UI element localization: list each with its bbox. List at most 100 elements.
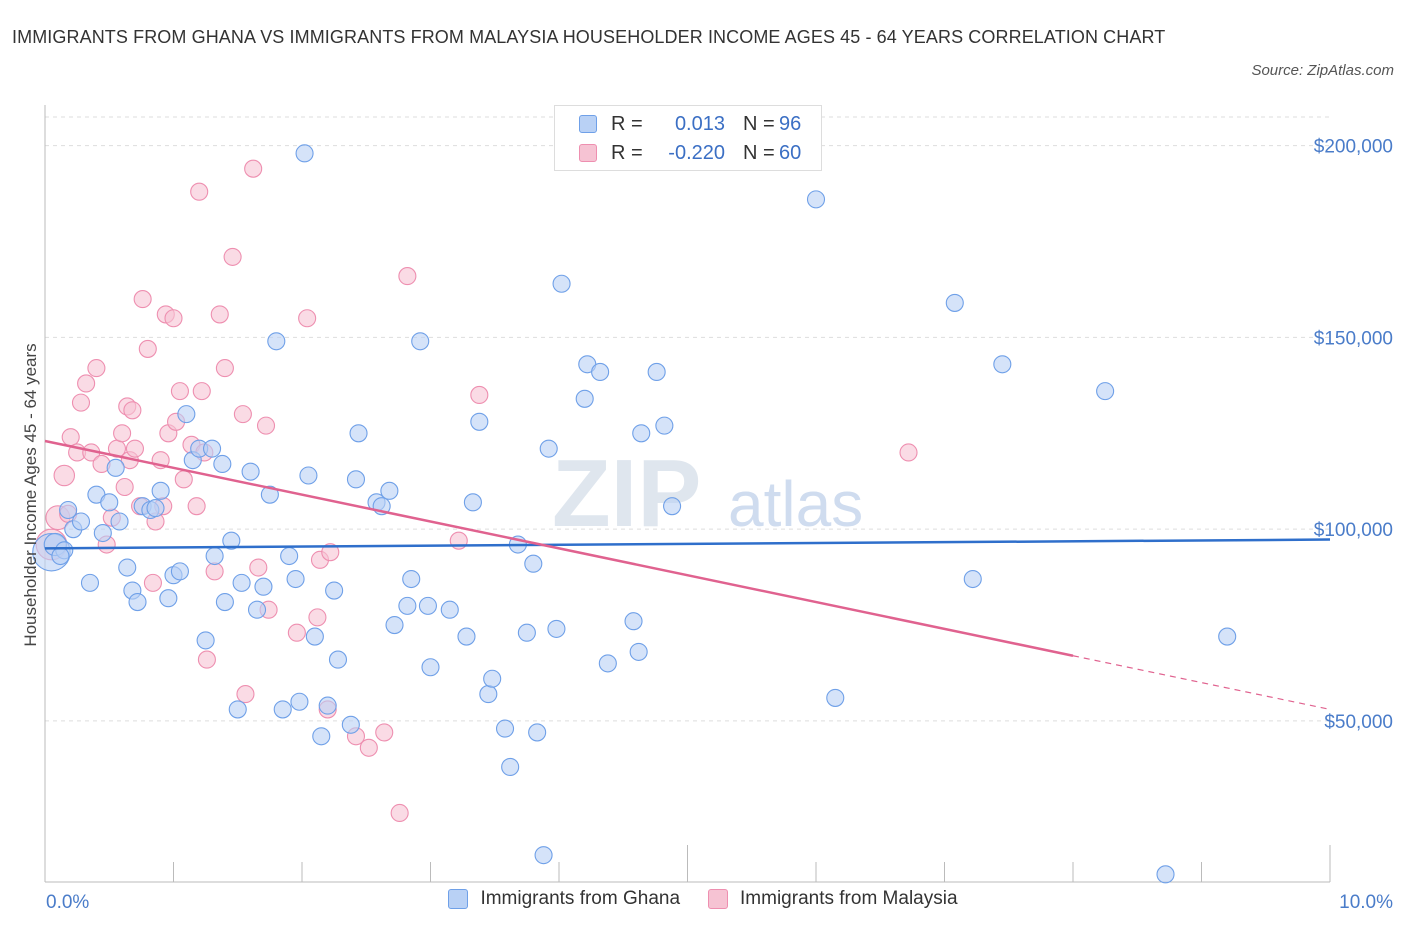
malaysia-point [77, 374, 96, 393]
ghana-point [247, 600, 267, 619]
ghana-point [273, 700, 292, 719]
malaysia-point [190, 182, 209, 201]
malaysia-point [71, 393, 91, 412]
malaysia-point [215, 359, 234, 378]
malaysia-point [174, 470, 193, 489]
malaysia-point [205, 562, 224, 581]
ghana-point [59, 500, 78, 520]
legend-swatch-ghana [448, 889, 469, 909]
malaysia-point [164, 309, 183, 328]
malaysia-point [115, 477, 134, 497]
ghana-point [93, 523, 112, 543]
malaysia-point [244, 159, 263, 178]
ghana-point [470, 412, 489, 431]
ghana-point [318, 696, 337, 715]
legend-swatch-ghana [579, 115, 597, 133]
ghana-point [305, 627, 324, 646]
ghana-point [228, 700, 247, 719]
malaysia-point [390, 803, 409, 823]
ghana-point [280, 546, 299, 566]
y-tick-label: $50,000 [1324, 712, 1393, 733]
x-tick-label: 0.0% [46, 892, 89, 913]
ghana-point [806, 190, 826, 209]
legend-n-value: 96 [779, 112, 802, 135]
ghana-point [1218, 627, 1237, 646]
malaysia-point [113, 424, 132, 443]
ghana-point [222, 531, 241, 550]
ghana-point [159, 589, 178, 608]
ghana-point [963, 569, 982, 589]
ghana-point [524, 554, 543, 573]
malaysia-point [470, 385, 489, 405]
malaysia-point [249, 558, 268, 577]
source-label: Source: ZipAtlas.com [1251, 62, 1394, 79]
ghana-point [945, 293, 964, 312]
malaysia-point [138, 339, 157, 358]
legend-r-value: 0.013 [674, 112, 725, 135]
malaysia-point [256, 416, 276, 435]
ghana-point [663, 497, 682, 516]
ghana-point [170, 562, 189, 581]
ghana-point [286, 569, 305, 589]
tick-labels: $50,000 $100,000 $150,000 $200,000 0.0% 10.0% [46, 137, 1393, 913]
legend-n-label: N = [743, 141, 775, 164]
malaysia-point [133, 290, 152, 309]
malaysia-trend-line [44, 439, 1074, 657]
ghana-point [385, 616, 404, 635]
ghana-point [495, 719, 515, 738]
legend-row-ghana: R = 0.013 N = 96 [579, 110, 801, 138]
ghana-trend-line [44, 538, 1331, 550]
series-legend: Immigrants from Ghana Immigrants from Ma… [0, 888, 1406, 910]
legend-r-label: R = [611, 112, 643, 135]
ghana-point [418, 596, 437, 615]
ghana-point [254, 577, 273, 596]
legend-swatch-malaysia [579, 144, 597, 162]
ghana-point [100, 493, 119, 512]
ghana-point [325, 581, 344, 600]
legend-label-ghana: Immigrants from Ghana [480, 888, 681, 909]
ghana-point [128, 592, 147, 612]
ghana-point [71, 512, 91, 531]
ghana-point [598, 654, 617, 673]
ghana-point [632, 424, 651, 443]
malaysia-trend-extension [1072, 655, 1331, 711]
ghana-point [151, 481, 170, 500]
malaysia-point [170, 382, 189, 401]
ghana-point [624, 612, 643, 631]
ghana-point [290, 692, 309, 711]
malaysia-point [223, 247, 242, 266]
legend-n-value: 60 [779, 141, 802, 164]
y-tick-label: $150,000 [1314, 328, 1393, 349]
malaysia-point [375, 723, 394, 742]
correlation-legend: R = 0.013 N = 96 R = -0.220 N = 60 [554, 105, 822, 171]
malaysia-point [233, 405, 252, 424]
watermark-zip: ZIP [552, 440, 701, 547]
ghana-point [421, 658, 440, 677]
ghana-point [146, 499, 165, 518]
malaysia-point [398, 267, 417, 286]
ghana-point [993, 355, 1012, 374]
ghana-point [267, 332, 286, 351]
malaysia-point [321, 543, 340, 562]
malaysia-point [236, 685, 255, 704]
ghana-point [118, 558, 137, 577]
legend-r-value: -0.220 [668, 141, 725, 164]
trend-lines [44, 439, 1331, 711]
ghana-point [205, 546, 224, 566]
malaysia-point [61, 428, 80, 447]
malaysia-point [125, 439, 144, 458]
ghana-point [380, 481, 399, 500]
legend-r-label: R = [611, 141, 643, 164]
ghana-point [575, 389, 594, 408]
ghana-point [341, 715, 360, 734]
ghana-point [463, 493, 482, 512]
axes [44, 105, 1331, 883]
ghana-point [1156, 865, 1175, 884]
malaysia-point [187, 497, 206, 516]
malaysia-point [359, 738, 378, 757]
ghana-point [528, 723, 547, 742]
legend-swatch-malaysia [708, 889, 729, 909]
y-tick-label: $200,000 [1314, 137, 1393, 158]
ghana-point [655, 416, 674, 435]
